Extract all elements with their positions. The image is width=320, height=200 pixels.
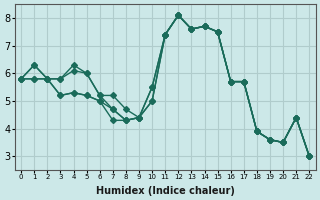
X-axis label: Humidex (Indice chaleur): Humidex (Indice chaleur) [96, 186, 235, 196]
